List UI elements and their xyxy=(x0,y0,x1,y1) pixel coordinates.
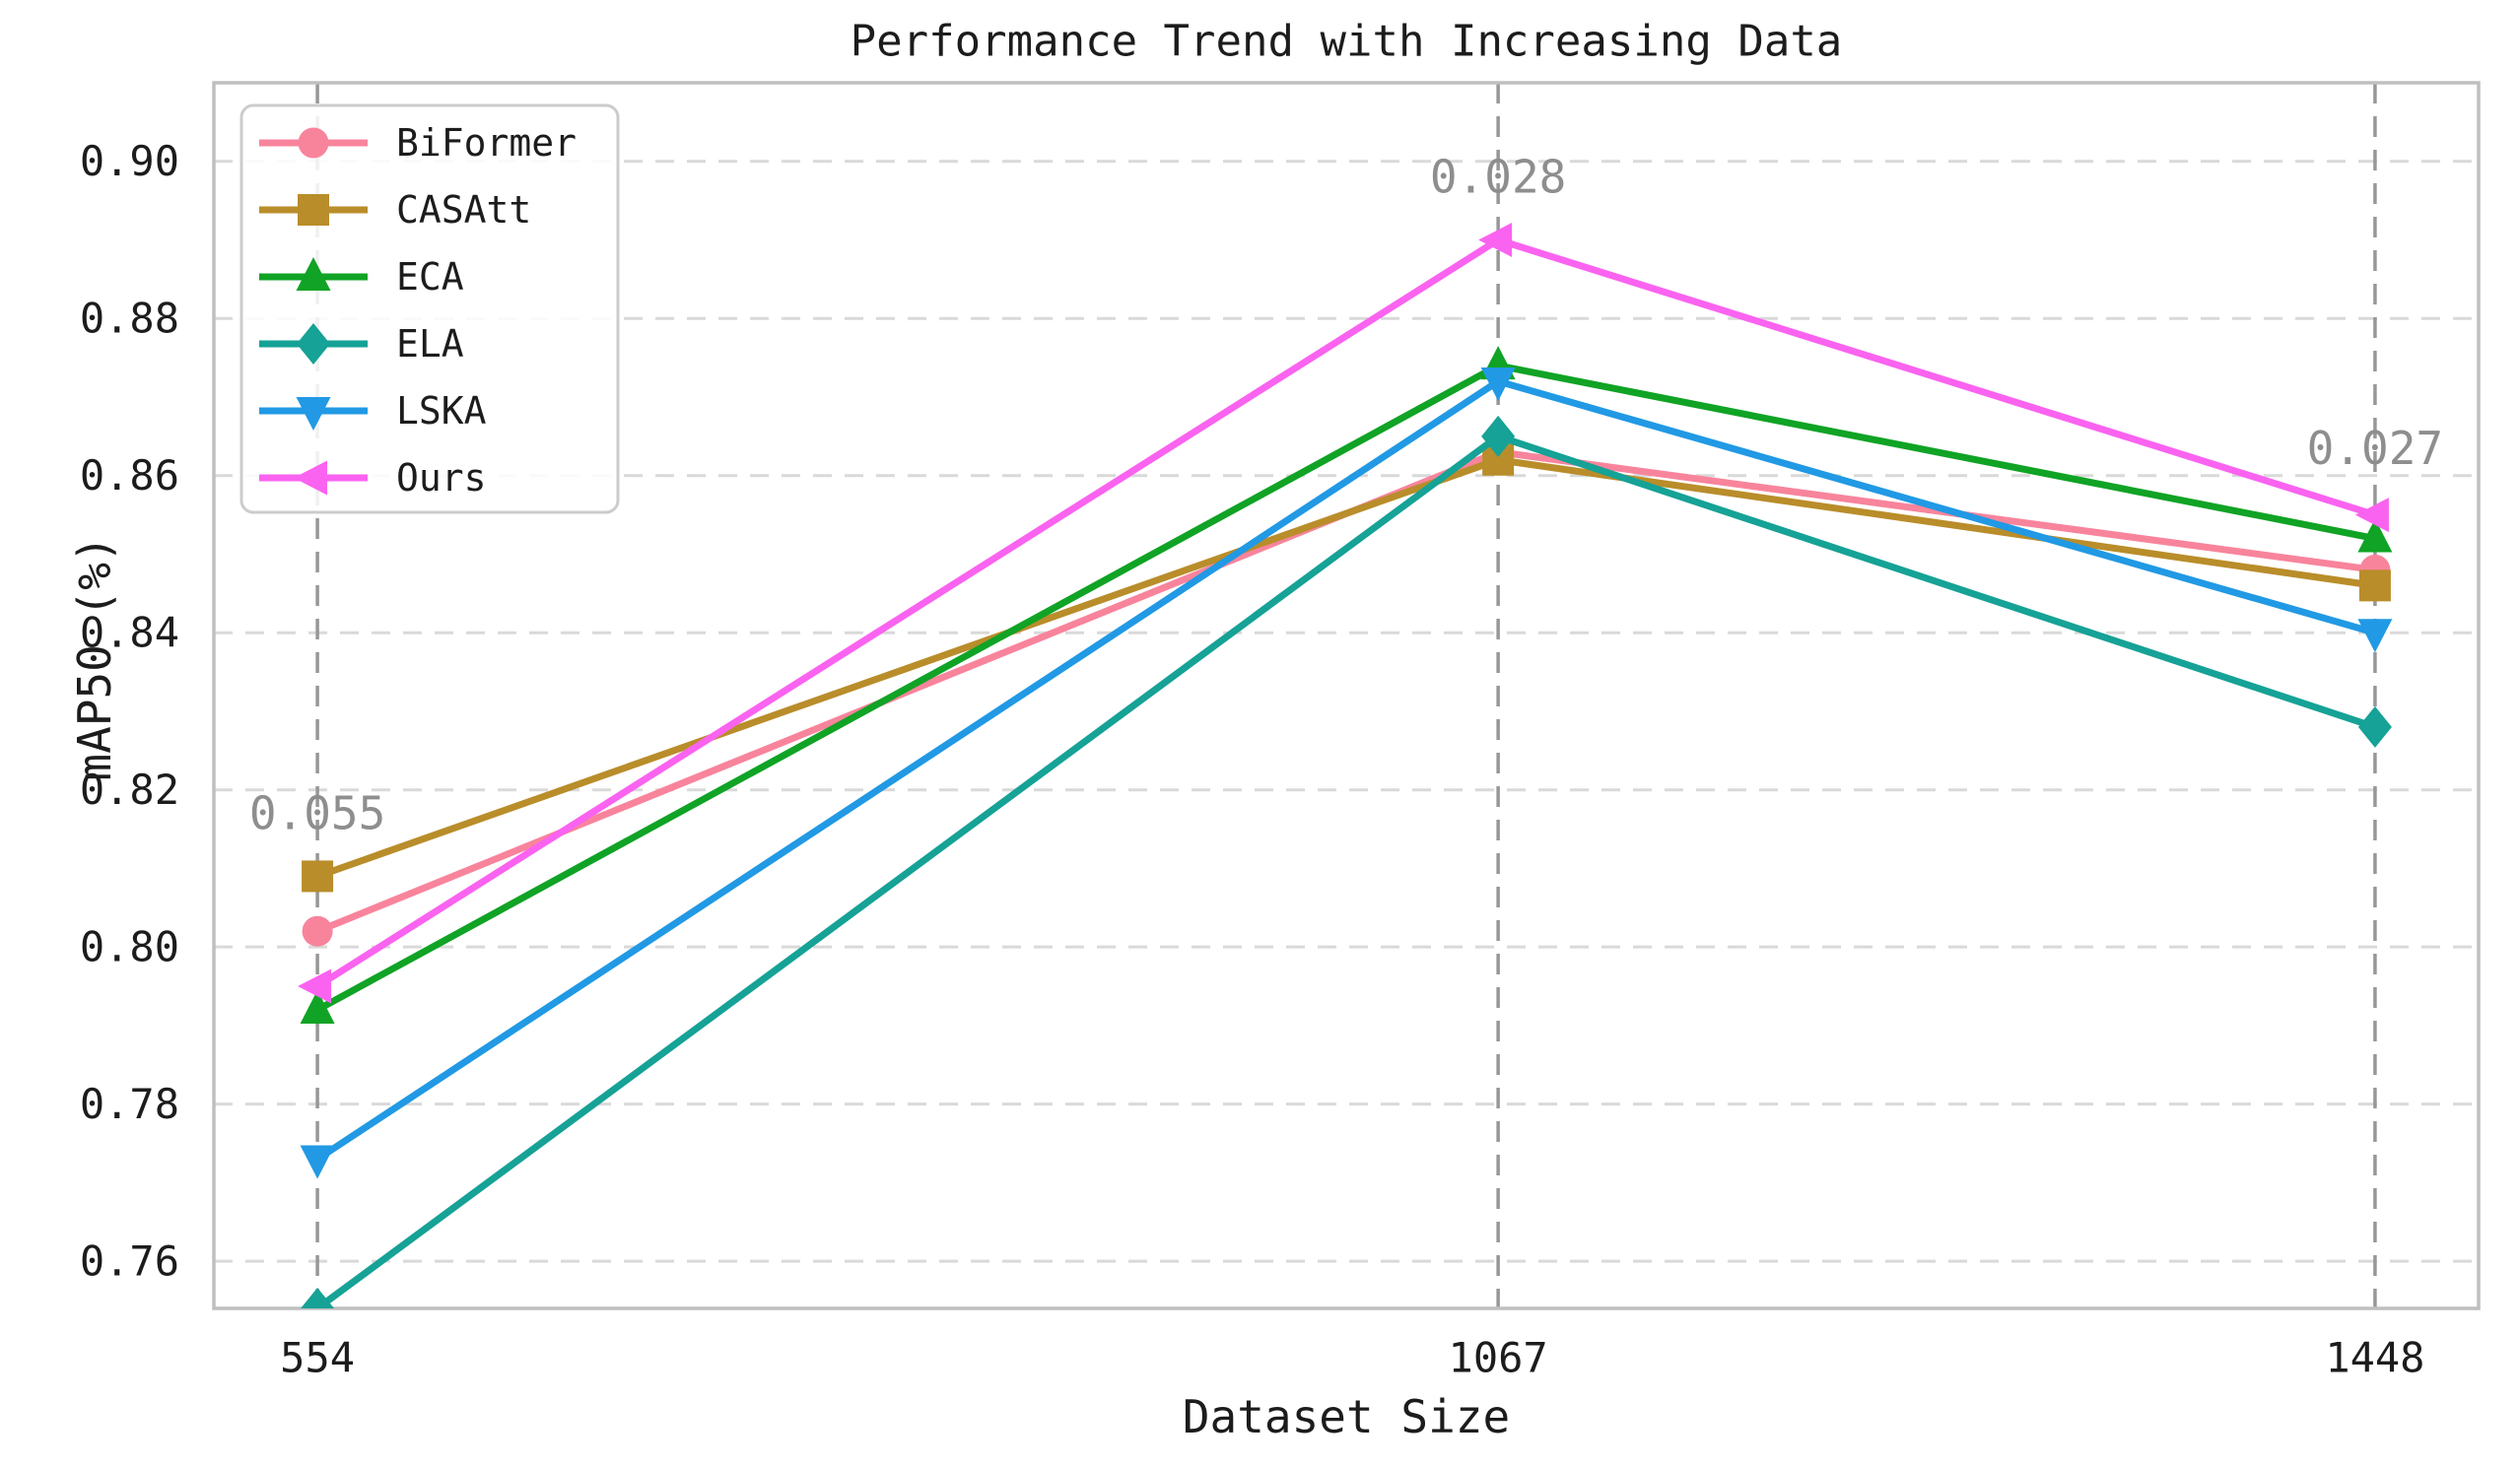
y-tick-label: 0.82 xyxy=(80,766,179,814)
legend-box xyxy=(239,103,620,514)
series-layer xyxy=(298,222,2393,1308)
x-tick-label: 1067 xyxy=(1449,1334,1548,1382)
y-axis-label: mAP50 (%) xyxy=(68,535,121,780)
y-tick-label: 0.76 xyxy=(80,1237,179,1286)
legend: BiFormer CASAtt ECA ELA LSKA Ours xyxy=(239,103,620,514)
y-tick-label: 0.90 xyxy=(80,137,179,185)
plot-border xyxy=(212,81,2481,1310)
gap-annotation: 0.055 xyxy=(249,787,385,840)
series-marker-eca-1448 xyxy=(2357,518,2393,553)
y-tick-label: 0.84 xyxy=(80,609,179,657)
legend-item-biformer: BiFormer xyxy=(259,121,577,165)
legend-label: LSKA xyxy=(396,389,487,433)
series-marker-ela-554 xyxy=(301,1288,335,1308)
gap-annotation: 0.028 xyxy=(1430,151,1566,204)
y-tick-label: 0.86 xyxy=(80,451,179,500)
x-axis-label: Dataset Size xyxy=(1183,1390,1510,1443)
diamond-icon xyxy=(297,323,330,365)
gap-annotation: 0.027 xyxy=(2307,422,2443,475)
series-line-eca xyxy=(313,362,2379,1014)
legend-item-casatt: CASAtt xyxy=(259,188,531,232)
series-marker-ours-1067 xyxy=(1478,222,1513,257)
x-tick-label: 554 xyxy=(280,1334,355,1382)
triangle-up-icon xyxy=(296,257,331,291)
legend-item-ela: ELA xyxy=(259,322,464,366)
chart-title: Performance Trend with Increasing Data xyxy=(851,17,1843,67)
series-line-casatt xyxy=(313,456,2379,880)
series-marker-lska-1067 xyxy=(1480,367,1516,402)
series-marker-ela-1067 xyxy=(1481,415,1516,457)
series-marker-ours-1448 xyxy=(2354,498,2389,533)
legend-item-ours: Ours xyxy=(259,456,487,500)
square-icon xyxy=(298,194,329,226)
series-marker-casatt-1448 xyxy=(2358,569,2391,602)
legend-item-eca: ECA xyxy=(259,255,464,299)
series-marker-casatt-554 xyxy=(302,860,334,893)
triangle-left-icon xyxy=(294,460,327,496)
series-line-ela xyxy=(313,432,2379,1308)
series-marker-ours-554 xyxy=(298,968,332,1004)
series-marker-ela-1448 xyxy=(2357,705,2392,748)
legend-label: BiFormer xyxy=(396,121,577,165)
legend-label: ECA xyxy=(396,255,464,299)
series-marker-lska-554 xyxy=(300,1145,335,1179)
series-line-biformer xyxy=(313,448,2379,935)
legend-item-lska: LSKA xyxy=(259,389,487,433)
y-tick-label: 0.78 xyxy=(80,1080,179,1128)
y-tick-label: 0.88 xyxy=(80,295,179,343)
series-line-ours xyxy=(313,235,2379,990)
y-tick-label: 0.80 xyxy=(80,923,179,971)
series-marker-biformer-554 xyxy=(302,915,333,947)
circle-icon xyxy=(298,127,329,159)
legend-label: CASAtt xyxy=(396,188,531,232)
series-marker-lska-1448 xyxy=(2357,619,2393,653)
x-tick-label: 1448 xyxy=(2325,1334,2424,1382)
annotations-layer: 0.055 0.028 0.027 xyxy=(249,151,2443,840)
legend-label: ELA xyxy=(396,322,464,366)
tick-labels-layer: 0.76 0.78 0.80 0.82 0.84 0.86 0.88 0.90 554 1067 1… xyxy=(80,137,2425,1381)
legend-label: Ours xyxy=(396,456,487,500)
series-marker-eca-554 xyxy=(300,989,335,1024)
triangle-down-icon xyxy=(296,397,331,431)
